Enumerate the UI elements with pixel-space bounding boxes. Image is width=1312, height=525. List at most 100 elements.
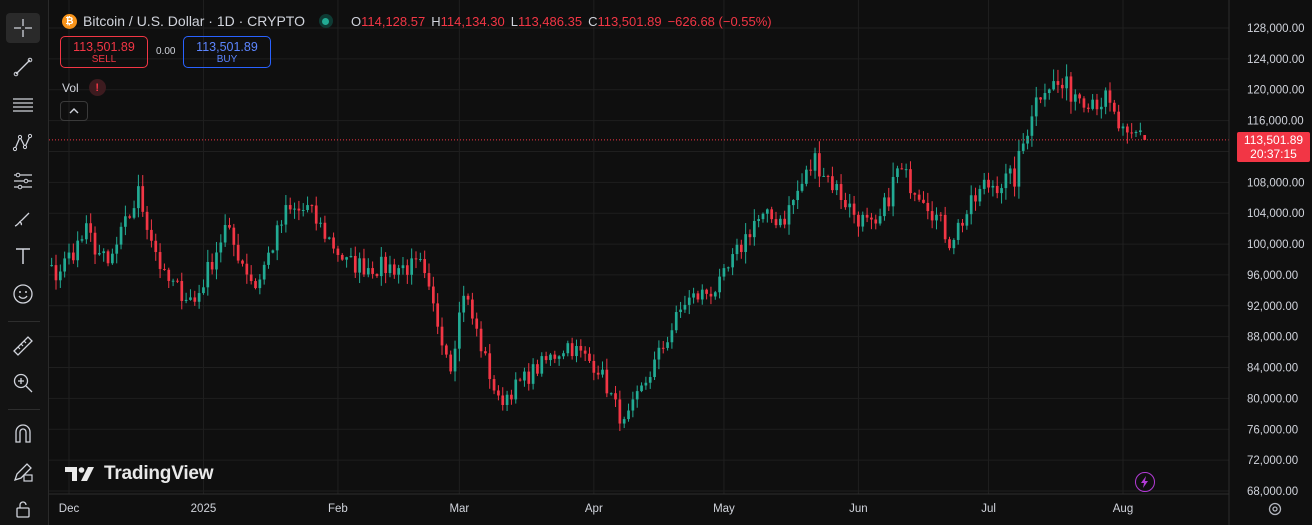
candle-body <box>640 385 643 392</box>
candle-body <box>692 293 695 298</box>
candle <box>635 385 639 408</box>
candle <box>1039 97 1042 104</box>
low-value: 113,486.35 <box>517 13 583 29</box>
toolbar-divider <box>8 409 40 410</box>
candle <box>297 200 301 221</box>
lightning-icon[interactable] <box>1135 472 1155 492</box>
candle-body <box>85 223 88 240</box>
candle <box>301 203 305 217</box>
ruler-icon[interactable] <box>6 331 40 361</box>
candle-body <box>319 222 322 224</box>
candle-body <box>995 185 999 194</box>
drawing-toolbar <box>0 0 49 525</box>
candle <box>1047 88 1051 100</box>
candle-body <box>63 258 67 272</box>
candle-body <box>1086 107 1090 109</box>
lock-icon[interactable] <box>6 494 40 524</box>
candle <box>557 355 561 366</box>
candle <box>822 167 826 177</box>
price-tick-label: 96,000.00 <box>1247 270 1298 282</box>
candle <box>219 234 223 263</box>
candle <box>1143 134 1147 140</box>
candle-body <box>310 205 314 207</box>
candle <box>726 266 730 272</box>
candle <box>575 339 578 363</box>
buy-button[interactable]: 113,501.89 BUY <box>183 36 271 68</box>
candle-body <box>635 391 639 400</box>
candle <box>618 390 622 432</box>
candle-body <box>384 256 387 274</box>
candle <box>1139 122 1142 136</box>
sell-price: 113,501.89 <box>73 39 135 54</box>
candle <box>844 192 847 210</box>
candle <box>1108 82 1112 112</box>
candle-body <box>705 289 708 294</box>
candle-body <box>792 200 795 206</box>
magnet-icon[interactable] <box>6 419 40 449</box>
time-tick-label: Feb <box>328 503 348 515</box>
candle <box>1104 87 1107 115</box>
candle <box>249 265 253 285</box>
zoom-icon[interactable] <box>6 368 40 398</box>
trend-line-icon[interactable] <box>6 52 40 82</box>
candle <box>232 223 236 257</box>
emoji-icon[interactable] <box>6 279 40 309</box>
fib-icon[interactable] <box>6 166 40 196</box>
high-key: H <box>431 13 441 29</box>
horizontal-lines-icon[interactable] <box>6 89 40 119</box>
candle <box>991 180 995 197</box>
candle <box>50 257 53 267</box>
candle <box>501 387 505 411</box>
time-axis[interactable]: Dec 2025 Feb Mar Apr May Jun Jul Aug <box>59 503 1133 515</box>
pattern-icon[interactable] <box>6 128 40 158</box>
candle-body <box>497 390 500 396</box>
candle <box>58 264 62 288</box>
candle-body <box>1008 168 1012 174</box>
candle-body <box>852 203 856 215</box>
candle-body <box>327 237 331 239</box>
candle-body <box>1047 89 1051 94</box>
candle-body <box>1134 132 1138 134</box>
candle-body <box>596 372 600 375</box>
candle-body <box>588 353 591 361</box>
price-tick-label: 72,000.00 <box>1247 455 1298 467</box>
warning-icon[interactable]: ! <box>88 79 106 96</box>
candle-body <box>787 205 791 225</box>
candle <box>787 196 791 235</box>
candle <box>800 173 804 193</box>
candle-body <box>479 328 483 352</box>
settings-gear-icon[interactable] <box>1266 500 1284 518</box>
text-icon[interactable] <box>6 241 40 271</box>
candle <box>241 259 244 267</box>
candle <box>1086 103 1090 113</box>
crosshair-icon[interactable] <box>6 13 40 43</box>
candle-body <box>1078 94 1081 99</box>
candle <box>670 323 674 349</box>
lock-drawing-icon[interactable] <box>6 457 40 487</box>
price-chart[interactable]: 128,000.00 124,000.00 120,000.00 116,000.00… <box>49 0 1312 525</box>
price-axis[interactable]: 128,000.00 124,000.00 120,000.00 116,000.00… <box>1247 23 1305 498</box>
price-tick-label: 80,000.00 <box>1247 393 1298 405</box>
candle <box>757 214 760 228</box>
collapse-legend-button[interactable] <box>60 101 88 121</box>
candle <box>1065 64 1068 101</box>
candle-body <box>739 244 743 252</box>
candle <box>700 284 704 305</box>
volume-indicator[interactable]: Vol ! <box>62 79 106 96</box>
candle-body <box>566 343 570 354</box>
tradingview-logo[interactable]: TradingView <box>64 463 214 485</box>
candle <box>189 289 192 301</box>
symbol-title[interactable]: Bitcoin / U.S. Dollar · 1D · CRYPTO <box>83 13 305 29</box>
candle-body <box>150 229 153 241</box>
candle <box>874 214 878 230</box>
candle <box>809 159 813 176</box>
sell-button[interactable]: 113,501.89 SELL <box>60 36 148 68</box>
brush-icon[interactable] <box>6 204 40 234</box>
candle-body <box>405 265 409 275</box>
candle <box>423 250 427 279</box>
candle-body <box>471 299 474 319</box>
candle-body <box>839 184 843 200</box>
candle <box>514 372 518 404</box>
candle-body <box>163 268 166 270</box>
